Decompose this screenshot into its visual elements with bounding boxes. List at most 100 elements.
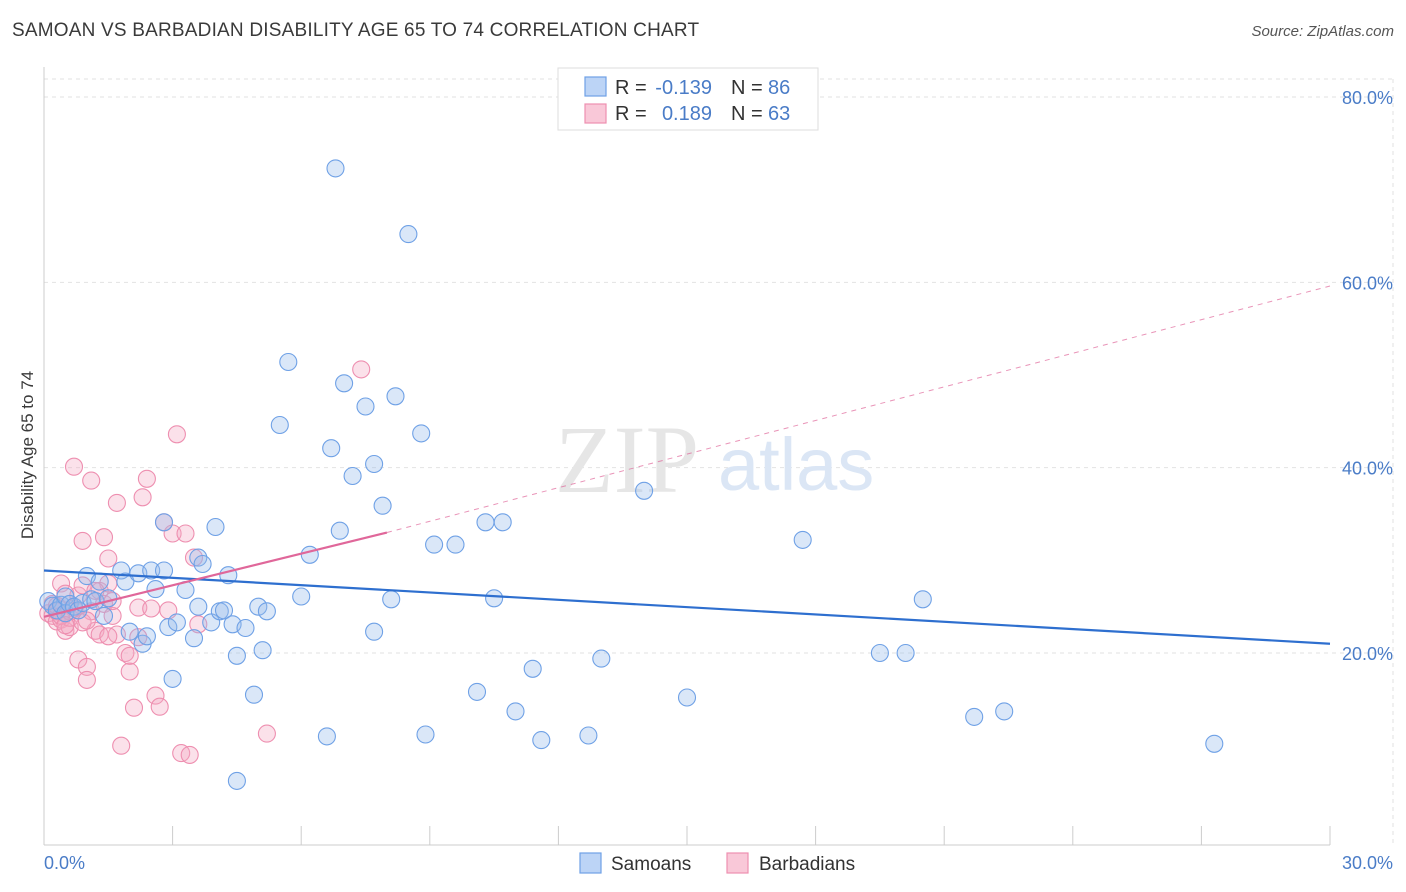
- data-point-samoans: [236, 618, 255, 638]
- data-point-samoans: [416, 725, 435, 744]
- data-point-samoans: [300, 545, 319, 564]
- data-point-samoans: [326, 159, 345, 178]
- data-point-samoans: [159, 618, 178, 637]
- data-point-barbadians: [107, 493, 126, 512]
- data-point-samoans: [532, 731, 551, 750]
- data-point-samoans: [425, 535, 444, 554]
- data-point-samoans: [896, 643, 915, 663]
- bottom-legend-swatch-barbadians: [726, 852, 749, 874]
- data-point-barbadians: [150, 697, 169, 716]
- source-credit: Source: ZipAtlas.com: [1251, 23, 1394, 40]
- data-point-samoans: [244, 685, 264, 704]
- data-point-samoans: [485, 589, 504, 608]
- bottom-legend: Samoans Barbadians: [579, 852, 855, 875]
- trendline-samoans: [43, 569, 1331, 645]
- data-point-samoans: [523, 659, 542, 678]
- trendline-barbadians-extrapolated: [386, 285, 1331, 534]
- data-point-barbadians: [124, 698, 144, 717]
- legend-n-value-2: 63: [768, 103, 790, 125]
- data-point-samoans: [446, 535, 465, 554]
- data-point-samoans: [382, 590, 401, 609]
- data-point-samoans: [227, 771, 246, 790]
- legend-n-value-1: 86: [768, 77, 790, 99]
- data-point-barbadians: [142, 599, 161, 618]
- data-point-samoans: [154, 513, 174, 532]
- legend-r-label-2: R =: [615, 103, 647, 125]
- data-point-samoans: [270, 415, 289, 435]
- data-point-samoans: [322, 439, 341, 458]
- data-point-samoans: [467, 682, 487, 701]
- y-tick-label: 60.0%: [1342, 273, 1393, 293]
- data-point-samoans: [279, 352, 298, 372]
- data-point-samoans: [399, 225, 418, 244]
- data-point-samoans: [206, 517, 225, 537]
- data-point-samoans: [579, 726, 598, 745]
- legend-r-value-1: -0.139: [655, 77, 712, 99]
- trendlines: [43, 285, 1331, 645]
- data-point-samoans: [253, 641, 272, 660]
- data-point-samoans: [330, 521, 349, 540]
- data-point-samoans: [116, 572, 135, 591]
- data-point-samoans: [386, 387, 405, 406]
- data-point-samoans: [476, 513, 495, 532]
- data-point-samoans: [913, 590, 932, 609]
- data-point-barbadians: [73, 531, 92, 550]
- trendline-barbadians: [43, 531, 388, 618]
- legend-r-label-1: R =: [615, 77, 647, 99]
- y-tick-label: 80.0%: [1342, 88, 1393, 108]
- legend-n-label-2: N =: [731, 103, 763, 125]
- data-point-samoans: [154, 561, 174, 580]
- y-tick-label: 40.0%: [1342, 459, 1393, 479]
- data-point-samoans: [142, 561, 161, 580]
- legend-swatch-barbadians: [584, 103, 607, 124]
- data-point-samoans: [292, 587, 311, 606]
- watermark-zip: ZIP: [555, 406, 699, 513]
- data-point-barbadians: [120, 646, 139, 665]
- data-point-samoans: [365, 454, 384, 474]
- data-point-samoans: [137, 627, 156, 646]
- bottom-legend-label-samoans: Samoans: [611, 854, 691, 875]
- x-tick-label-max: 30.0%: [1342, 853, 1393, 873]
- data-point-barbadians: [112, 736, 131, 755]
- data-point-samoans: [214, 601, 234, 620]
- legend-n-label-1: N =: [731, 77, 763, 99]
- data-point-samoans: [356, 397, 375, 416]
- legend-r-value-2: 0.189: [662, 103, 712, 125]
- data-point-samoans: [493, 513, 512, 532]
- legend-swatch-samoans: [584, 76, 607, 97]
- data-point-samoans: [1205, 734, 1224, 753]
- data-point-samoans: [343, 466, 362, 486]
- data-point-samoans: [99, 589, 118, 608]
- data-point-barbadians: [352, 360, 371, 379]
- data-point-samoans: [335, 374, 354, 393]
- data-point-samoans: [506, 702, 525, 721]
- data-point-barbadians: [82, 471, 101, 490]
- legend-box: R = -0.139 N = 86 R = 0.189 N = 63: [557, 67, 819, 131]
- axes: [43, 67, 1331, 846]
- data-point-barbadians: [99, 627, 118, 646]
- data-point-samoans: [412, 424, 431, 443]
- data-point-barbadians: [99, 549, 118, 568]
- data-point-samoans: [257, 602, 276, 621]
- data-point-samoans: [317, 727, 336, 746]
- data-point-barbadians: [77, 657, 96, 676]
- data-point-samoans: [677, 688, 697, 707]
- data-point-barbadians: [133, 488, 152, 507]
- x-tick-label-min: 0.0%: [44, 853, 85, 873]
- data-point-samoans: [870, 643, 889, 663]
- bottom-legend-label-barbadians: Barbadians: [759, 854, 855, 875]
- data-point-samoans: [227, 646, 246, 665]
- data-point-barbadians: [167, 425, 186, 444]
- data-point-samoans: [793, 530, 812, 549]
- data-point-barbadians: [129, 598, 148, 617]
- bottom-legend-swatch-samoans: [579, 852, 602, 874]
- data-point-barbadians: [176, 524, 195, 543]
- data-point-barbadians: [257, 724, 276, 743]
- data-point-samoans: [120, 622, 139, 641]
- data-point-samoans: [163, 669, 182, 688]
- barbadians-points: [39, 360, 371, 764]
- watermark-atlas: atlas: [718, 423, 874, 506]
- data-point-barbadians: [77, 670, 96, 689]
- data-point-samoans: [995, 702, 1014, 721]
